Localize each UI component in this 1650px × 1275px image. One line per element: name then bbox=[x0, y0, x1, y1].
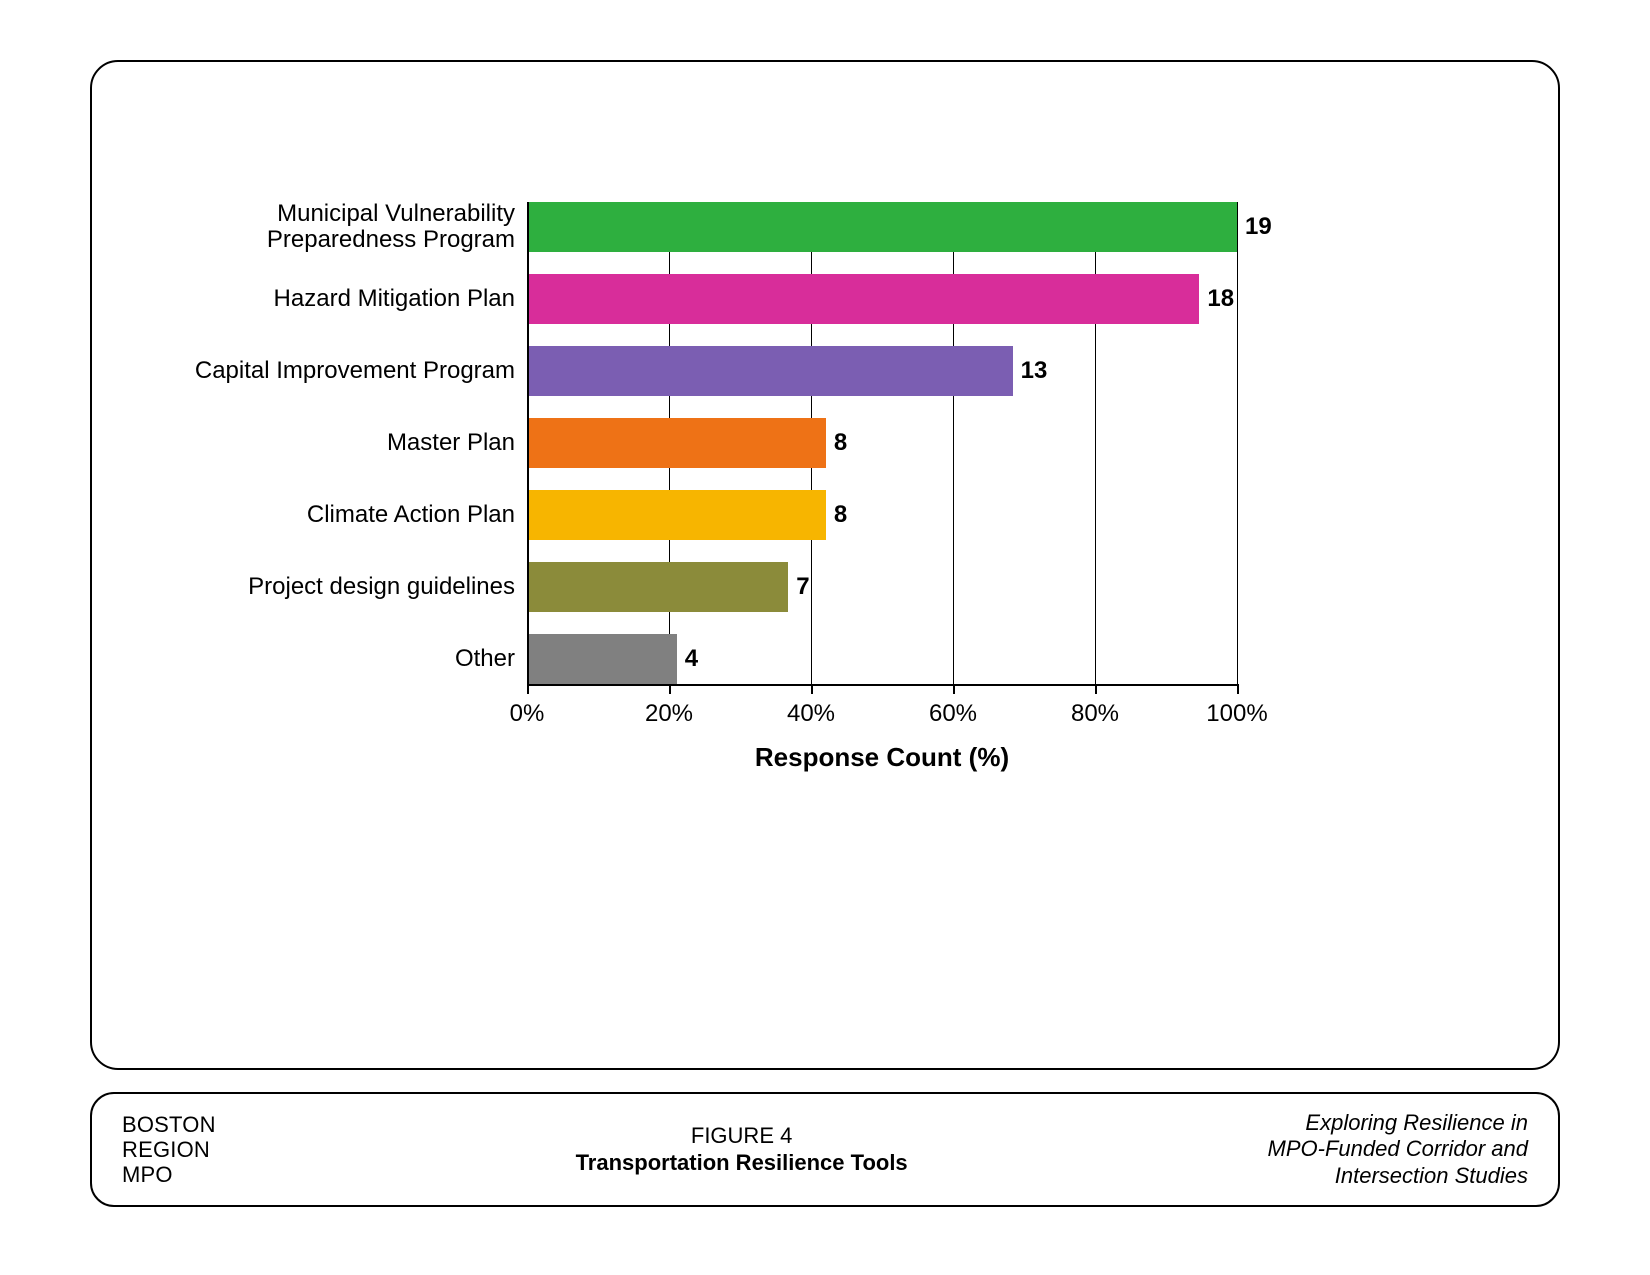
x-tick-label: 40% bbox=[787, 700, 835, 728]
chart-panel: 19 18 13 8 8 7 4 Municipal Vulnerability Prepar… bbox=[90, 60, 1560, 1070]
doc-title-line1: Exploring Resilience in bbox=[1268, 1110, 1528, 1136]
x-axis bbox=[527, 684, 1237, 686]
grid-line bbox=[1237, 202, 1238, 684]
doc-title-line3: Intersection Studies bbox=[1268, 1163, 1528, 1189]
x-tick-label: 0% bbox=[510, 700, 545, 728]
bar bbox=[527, 274, 1199, 324]
chart-area: 19 18 13 8 8 7 4 Municipal Vulnerability Prepar… bbox=[172, 182, 1478, 1008]
figure-number: FIGURE 4 bbox=[576, 1123, 908, 1149]
x-tick-label: 60% bbox=[929, 700, 977, 728]
bar bbox=[527, 562, 788, 612]
x-tick bbox=[669, 684, 671, 694]
x-tick-label: 80% bbox=[1071, 700, 1119, 728]
x-tick bbox=[953, 684, 955, 694]
bar bbox=[527, 490, 826, 540]
y-axis bbox=[527, 202, 529, 684]
x-tick bbox=[527, 684, 529, 694]
figure-caption: FIGURE 4 Transportation Resilience Tools bbox=[576, 1123, 908, 1176]
bar-value-label: 13 bbox=[1021, 357, 1048, 385]
bar-value-label: 8 bbox=[834, 501, 847, 529]
footer-panel: BOSTON REGION MPO FIGURE 4 Transportatio… bbox=[90, 1092, 1560, 1207]
bar bbox=[527, 346, 1013, 396]
x-tick bbox=[1095, 684, 1097, 694]
category-label: Capital Improvement Program bbox=[170, 358, 515, 384]
bar bbox=[527, 418, 826, 468]
bar-value-label: 4 bbox=[685, 645, 698, 673]
bar bbox=[527, 202, 1237, 252]
footer-org-line2: REGION bbox=[122, 1137, 216, 1162]
x-tick bbox=[1237, 684, 1239, 694]
category-label: Project design guidelines bbox=[170, 574, 515, 600]
bar-value-label: 19 bbox=[1245, 213, 1272, 241]
footer-org-line3: MPO bbox=[122, 1162, 216, 1187]
document-title: Exploring Resilience in MPO-Funded Corri… bbox=[1268, 1110, 1528, 1189]
x-tick-label: 100% bbox=[1206, 700, 1267, 728]
footer-org-line1: BOSTON bbox=[122, 1112, 216, 1137]
footer-org: BOSTON REGION MPO bbox=[122, 1112, 216, 1188]
x-axis-title: Response Count (%) bbox=[755, 742, 1009, 773]
category-label: Hazard Mitigation Plan bbox=[170, 286, 515, 312]
category-label: Climate Action Plan bbox=[170, 502, 515, 528]
x-tick bbox=[811, 684, 813, 694]
category-label: Other bbox=[170, 646, 515, 672]
bar bbox=[527, 634, 677, 684]
bar-value-label: 18 bbox=[1207, 285, 1234, 313]
category-label: Municipal Vulnerability Preparedness Pro… bbox=[170, 201, 515, 254]
x-tick-label: 20% bbox=[645, 700, 693, 728]
bar-value-label: 8 bbox=[834, 429, 847, 457]
figure-title: Transportation Resilience Tools bbox=[576, 1150, 908, 1176]
bar-value-label: 7 bbox=[796, 573, 809, 601]
plot-area: 1918138874 bbox=[527, 202, 1237, 684]
category-label: Master Plan bbox=[170, 430, 515, 456]
doc-title-line2: MPO-Funded Corridor and bbox=[1268, 1136, 1528, 1162]
